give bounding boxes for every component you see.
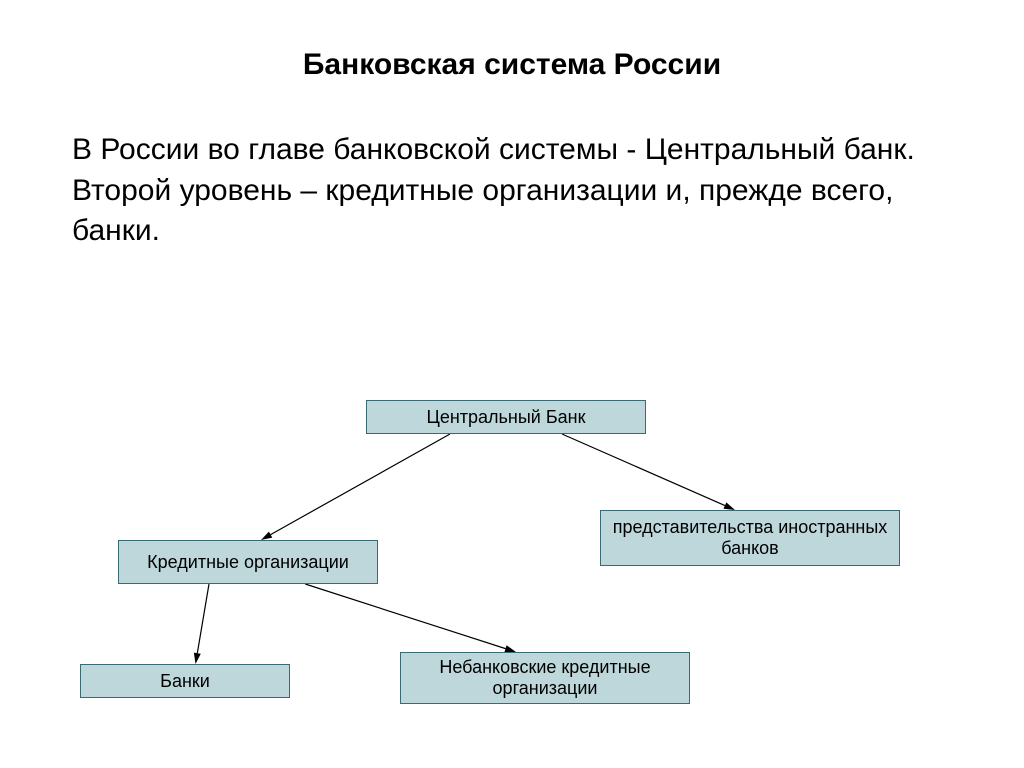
intro-paragraph: В России во главе банковской системы - Ц… xyxy=(72,130,952,252)
node-label: Кредитные организации xyxy=(147,552,349,573)
node-central-bank: Центральный Банк xyxy=(366,400,646,434)
node-foreign-reps: представительства иностранных банков xyxy=(600,510,900,566)
node-banks: Банки xyxy=(80,664,290,698)
node-nonbank-credit-orgs: Небанковские кредитные организации xyxy=(400,652,690,704)
node-label: Банки xyxy=(160,671,210,692)
node-label: Центральный Банк xyxy=(427,407,586,428)
node-credit-orgs: Кредитные организации xyxy=(118,540,378,584)
node-label: Небанковские кредитные организации xyxy=(407,657,683,698)
node-label: представительства иностранных банков xyxy=(607,517,893,558)
diagram-stage: { "title": { "text": "Банковская система… xyxy=(0,0,1024,768)
page-title: Банковская система России xyxy=(0,48,1024,82)
